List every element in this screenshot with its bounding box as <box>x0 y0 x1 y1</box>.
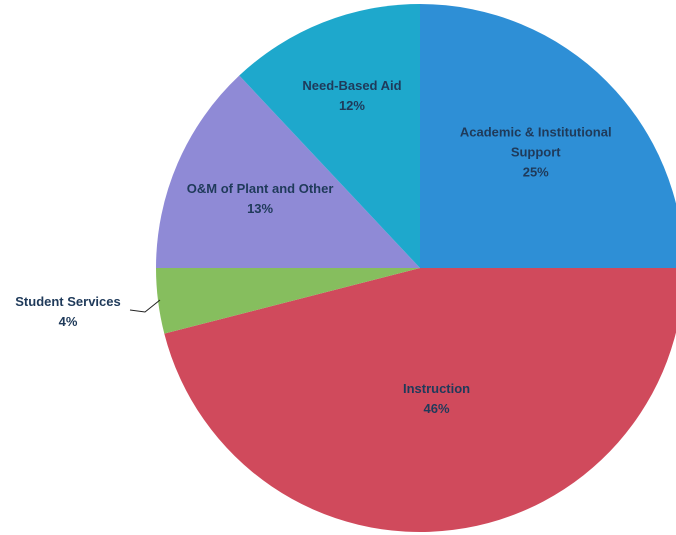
data-label-need-based-aid: Need-Based Aid 12% <box>302 78 401 113</box>
pie-slice-student-services <box>156 268 420 334</box>
data-label-student-services: Student Services 4% <box>15 294 121 329</box>
data-label-academic-institutional-support: Academic & Institutional Support 25% <box>460 124 612 179</box>
data-label-percent: 13% <box>247 201 273 216</box>
data-label-name: Support <box>511 144 561 159</box>
data-label-percent: 12% <box>339 98 365 113</box>
data-label-percent: 25% <box>523 164 549 179</box>
data-label-name: Instruction <box>403 381 470 396</box>
pie-slice-academic-institutional-support <box>420 4 676 268</box>
pie-slice-instruction <box>164 268 676 532</box>
data-label-name: Academic & Institutional <box>460 124 612 139</box>
data-label-percent: 46% <box>424 401 450 416</box>
data-label-percent: 4% <box>59 314 78 329</box>
pie-slice-o-m-of-plant-and-other <box>156 75 420 269</box>
leader-line <box>129 299 161 313</box>
data-label-instruction: Instruction 46% <box>403 381 470 416</box>
data-label-name: O&M of Plant and Other <box>187 181 334 196</box>
pie-labels: Academic & Institutional Support 25% Instru… <box>15 78 611 416</box>
data-label-name: Need-Based Aid <box>302 78 401 93</box>
data-label-name: Student Services <box>15 294 121 309</box>
pie-slices <box>156 4 676 532</box>
pie-slice-need-based-aid <box>239 4 420 268</box>
data-label-o-m-of-plant-and-other: O&M of Plant and Other 13% <box>187 181 334 216</box>
